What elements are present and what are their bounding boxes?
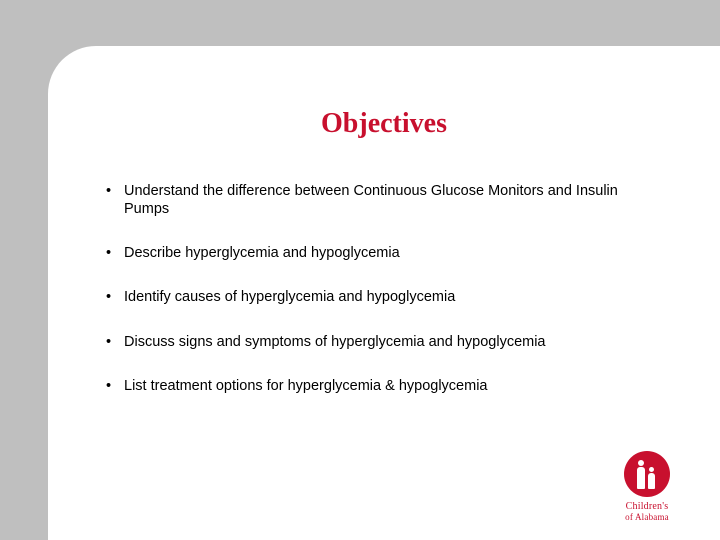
list-item: • Identify causes of hyperglycemia and h…	[106, 288, 660, 306]
slide-card: Objectives • Understand the difference b…	[48, 46, 720, 540]
list-item: • Discuss signs and symptoms of hypergly…	[106, 333, 660, 351]
bullet-text: Describe hyperglycemia and hypoglycemia	[124, 244, 660, 262]
list-item: • Describe hyperglycemia and hypoglycemi…	[106, 244, 660, 262]
logo-text-line1: Children's	[612, 501, 682, 512]
bullet-list: • Understand the difference between Cont…	[106, 182, 660, 421]
logo-circle-icon	[624, 451, 670, 497]
list-item: • List treatment options for hyperglycem…	[106, 377, 660, 395]
bullet-marker: •	[106, 288, 124, 306]
slide-title: Objectives	[48, 108, 720, 140]
bullet-marker: •	[106, 244, 124, 262]
bullet-text: Understand the difference between Contin…	[124, 182, 660, 218]
logo-figure-child-icon	[648, 473, 655, 489]
list-item: • Understand the difference between Cont…	[106, 182, 660, 218]
bullet-marker: •	[106, 182, 124, 200]
logo-text-line2: of Alabama	[612, 512, 682, 522]
bullet-marker: •	[106, 377, 124, 395]
bullet-text: Discuss signs and symptoms of hyperglyce…	[124, 333, 660, 351]
brand-logo: Children's of Alabama	[612, 451, 682, 522]
bullet-text: Identify causes of hyperglycemia and hyp…	[124, 288, 660, 306]
logo-figure-adult-icon	[637, 467, 645, 489]
bullet-marker: •	[106, 333, 124, 351]
bullet-text: List treatment options for hyperglycemia…	[124, 377, 660, 395]
